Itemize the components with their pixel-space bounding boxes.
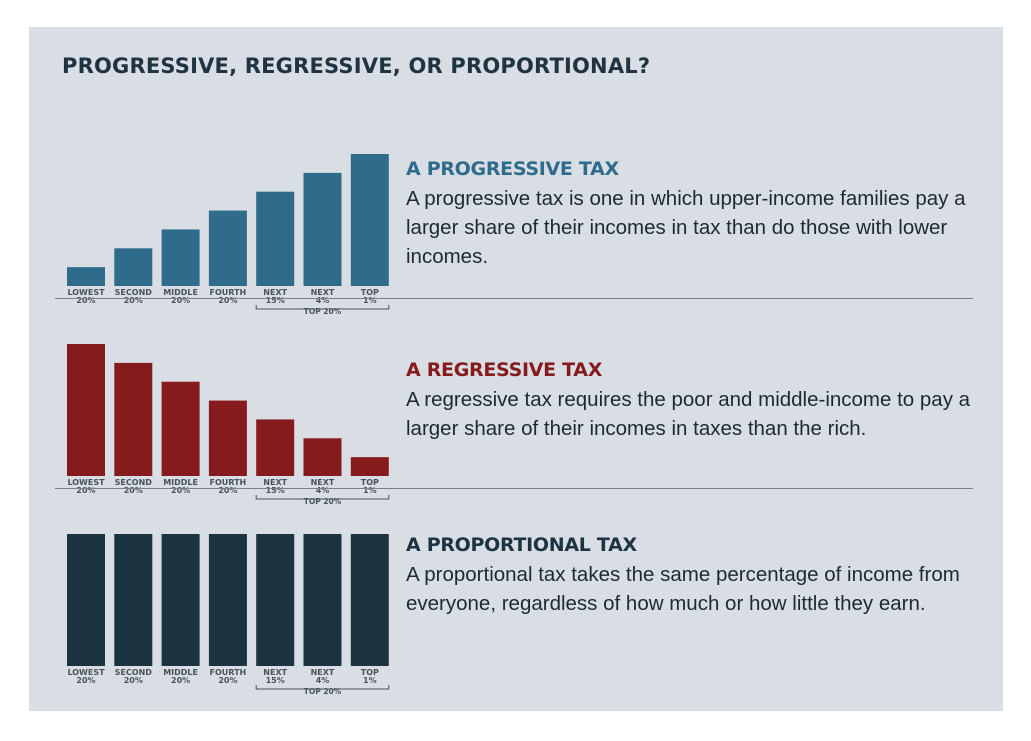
tick-label: SECOND bbox=[115, 668, 153, 677]
tick-label: 20% bbox=[171, 296, 190, 305]
proportional-tax-description: A proportional tax takes the same percen… bbox=[406, 563, 960, 615]
tick-label: NEXT bbox=[311, 288, 335, 297]
regressive-tax-text: A REGRESSIVE TAX A regressive tax requir… bbox=[406, 359, 976, 443]
bar-next-15 bbox=[256, 191, 295, 286]
tick-label: LOWEST bbox=[67, 668, 105, 677]
tick-label: TOP bbox=[361, 668, 379, 677]
progressive-tax-heading: A PROGRESSIVE TAX bbox=[406, 158, 619, 180]
group-label: TOP 20% bbox=[304, 307, 342, 316]
tick-label: FOURTH bbox=[210, 288, 247, 297]
proportional-tax-section: LOWEST 20% SECOND 20% MIDDLE 20% FOURTH 20% NEXT… bbox=[29, 504, 1003, 696]
tick-label: 20% bbox=[171, 486, 190, 495]
bar-top-1 bbox=[350, 154, 389, 286]
tick-label: 1% bbox=[363, 486, 377, 495]
group-label: TOP 20% bbox=[304, 497, 342, 506]
proportional-tax-text: A PROPORTIONAL TAX A proportional tax ta… bbox=[406, 534, 976, 618]
progressive-tax-chart: LOWEST20%SECOND20%MIDDLE20%FOURTH20%NEXT… bbox=[67, 154, 390, 316]
bar-next-4 bbox=[303, 172, 342, 286]
tick-label: SECOND bbox=[115, 478, 153, 487]
tick-label: FOURTH bbox=[210, 668, 247, 677]
bar-fourth-20 bbox=[208, 400, 247, 476]
bar-lowest-20 bbox=[67, 267, 105, 286]
bar-middle-20 bbox=[161, 381, 200, 476]
tick-label: NEXT bbox=[263, 478, 287, 487]
tick-label: 15% bbox=[266, 486, 285, 495]
bar-lowest-20 bbox=[67, 534, 105, 666]
regressive-tax-chart: LOWEST20%SECOND20%MIDDLE20%FOURTH20%NEXT… bbox=[67, 344, 390, 506]
bar-next-15 bbox=[256, 419, 295, 476]
infographic-panel: PROGRESSIVE, REGRESSIVE, OR PROPORTIONAL… bbox=[29, 27, 1003, 711]
tick-label: 1% bbox=[363, 296, 377, 305]
top-20-bracket bbox=[255, 495, 390, 500]
progressive-tax-section: LOWEST 20% SECOND 20% MIDDLE 20% FOURTH 20% NEXT… bbox=[29, 124, 1003, 316]
bar-fourth-20 bbox=[208, 534, 247, 666]
tick-label: 1% bbox=[363, 676, 377, 685]
tick-label: TOP bbox=[361, 288, 379, 297]
tick-label: MIDDLE bbox=[163, 668, 198, 677]
top-20-bracket bbox=[255, 685, 390, 690]
bar-top-1 bbox=[350, 534, 389, 666]
bar-next-4 bbox=[303, 534, 342, 666]
tick-label: 20% bbox=[124, 296, 143, 305]
tick-label: 4% bbox=[316, 676, 330, 685]
proportional-tax-chart: LOWEST20%SECOND20%MIDDLE20%FOURTH20%NEXT… bbox=[67, 534, 390, 696]
bar-second-20 bbox=[114, 362, 153, 476]
section-divider bbox=[55, 488, 973, 489]
regressive-tax-section: LOWEST 20% SECOND 20% MIDDLE 20% FOURTH 20% NEXT… bbox=[29, 314, 1003, 506]
tick-label: 4% bbox=[316, 486, 330, 495]
tick-label: 20% bbox=[218, 486, 237, 495]
progressive-tax-text: A PROGRESSIVE TAX A progressive tax is o… bbox=[406, 158, 976, 271]
tick-label: 20% bbox=[76, 486, 95, 495]
tick-label: LOWEST bbox=[67, 478, 105, 487]
tick-label: 20% bbox=[76, 676, 95, 685]
bar-lowest-20 bbox=[67, 344, 105, 476]
tick-label: 20% bbox=[218, 296, 237, 305]
bar-second-20 bbox=[114, 534, 153, 666]
tick-label: 15% bbox=[266, 676, 285, 685]
tick-label: SECOND bbox=[115, 288, 153, 297]
bar-next-15 bbox=[256, 534, 295, 666]
regressive-tax-heading: A REGRESSIVE TAX bbox=[406, 359, 603, 381]
tick-label: TOP bbox=[361, 478, 379, 487]
tick-label: MIDDLE bbox=[163, 478, 198, 487]
progressive-tax-description: A progressive tax is one in which upper-… bbox=[406, 187, 966, 268]
tick-label: 15% bbox=[266, 296, 285, 305]
tick-label: 20% bbox=[218, 676, 237, 685]
bar-top-1 bbox=[350, 457, 389, 476]
tick-label: NEXT bbox=[263, 288, 287, 297]
group-label: TOP 20% bbox=[304, 687, 342, 696]
bar-middle-20 bbox=[161, 229, 200, 286]
bar-next-4 bbox=[303, 438, 342, 476]
section-divider bbox=[55, 298, 973, 299]
tick-label: LOWEST bbox=[67, 288, 105, 297]
tick-label: FOURTH bbox=[210, 478, 247, 487]
tick-label: 20% bbox=[124, 676, 143, 685]
tick-label: 20% bbox=[124, 486, 143, 495]
tick-label: 20% bbox=[76, 296, 95, 305]
tick-label: 20% bbox=[171, 676, 190, 685]
top-20-bracket bbox=[255, 305, 390, 310]
page-title: PROGRESSIVE, REGRESSIVE, OR PROPORTIONAL… bbox=[62, 54, 651, 78]
tick-label: 4% bbox=[316, 296, 330, 305]
regressive-tax-description: A regressive tax requires the poor and m… bbox=[406, 388, 971, 440]
tick-label: MIDDLE bbox=[163, 288, 198, 297]
bar-fourth-20 bbox=[208, 210, 247, 286]
tick-label: NEXT bbox=[263, 668, 287, 677]
bar-middle-20 bbox=[161, 534, 200, 666]
tick-label: NEXT bbox=[311, 668, 335, 677]
proportional-tax-heading: A PROPORTIONAL TAX bbox=[406, 534, 637, 556]
tick-label: NEXT bbox=[311, 478, 335, 487]
bar-second-20 bbox=[114, 248, 153, 286]
